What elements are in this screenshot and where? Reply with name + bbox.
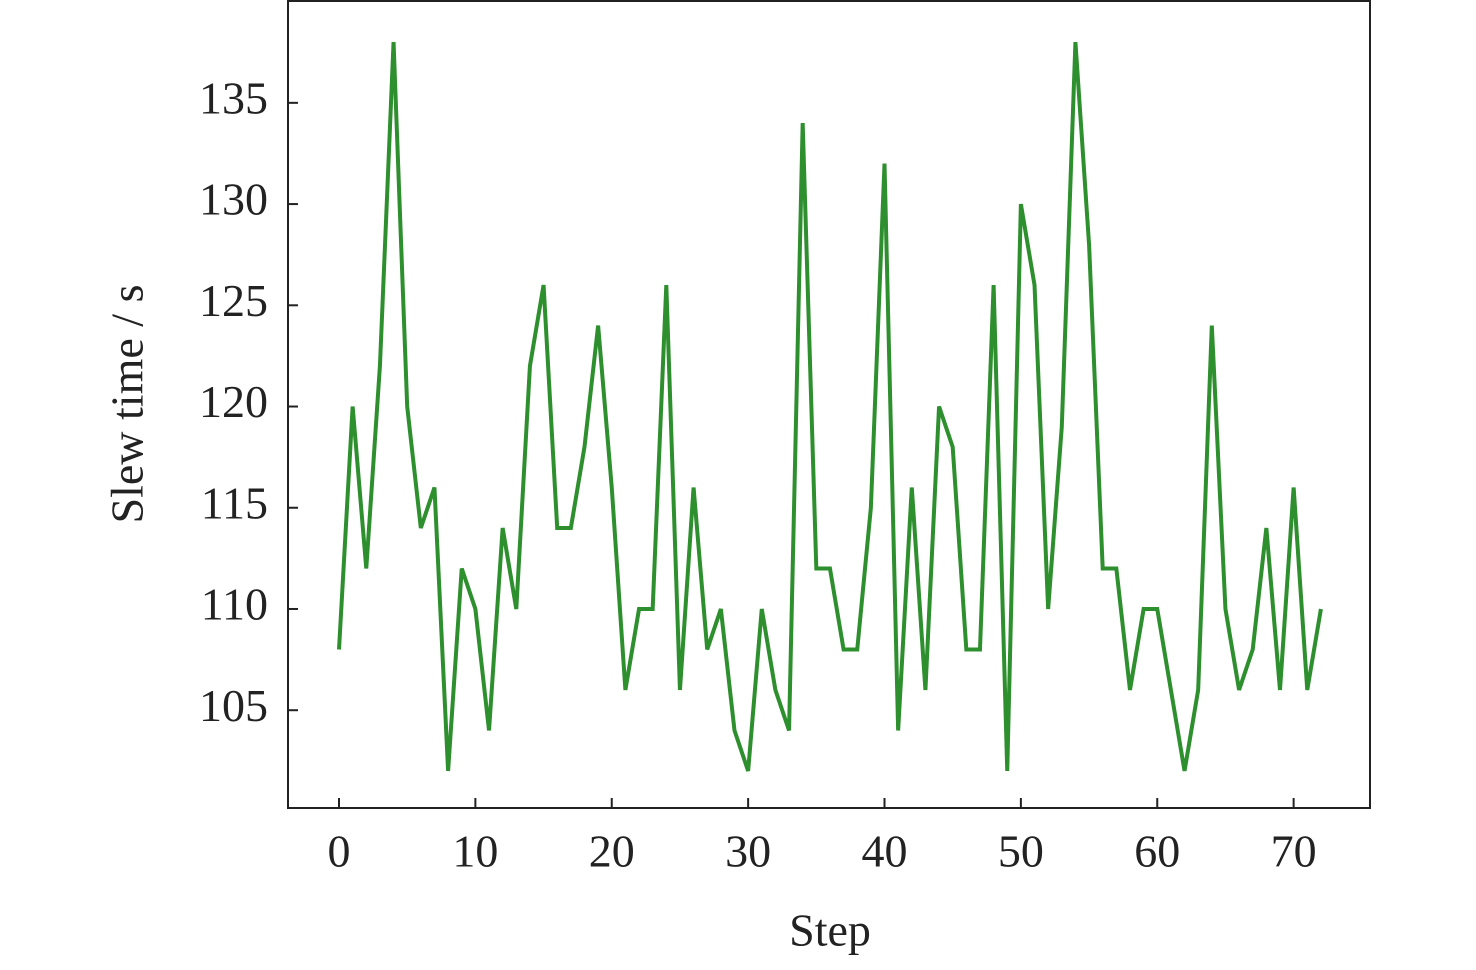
y-axis-title: Slew time / s <box>102 285 153 524</box>
x-tick-label: 50 <box>998 826 1044 877</box>
plot-frame <box>287 0 1371 809</box>
y-tick-label: 110 <box>201 579 268 630</box>
y-tick-label: 115 <box>201 477 268 528</box>
x-tick-label: 40 <box>862 826 908 877</box>
y-tick-label: 120 <box>199 376 268 427</box>
y-tick-label: 105 <box>199 680 268 731</box>
x-tick-label: 30 <box>725 826 771 877</box>
y-tick-label: 130 <box>199 174 268 225</box>
y-tick-label: 135 <box>199 72 268 123</box>
x-tick-label: 0 <box>328 826 351 877</box>
x-tick-label: 10 <box>452 826 498 877</box>
x-tick-label: 60 <box>1134 826 1180 877</box>
y-tick-label: 125 <box>199 275 268 326</box>
x-tick-label: 20 <box>589 826 635 877</box>
x-axis-title: Step <box>789 905 871 956</box>
data-line <box>337 41 1323 772</box>
x-tick-label: 70 <box>1271 826 1317 877</box>
